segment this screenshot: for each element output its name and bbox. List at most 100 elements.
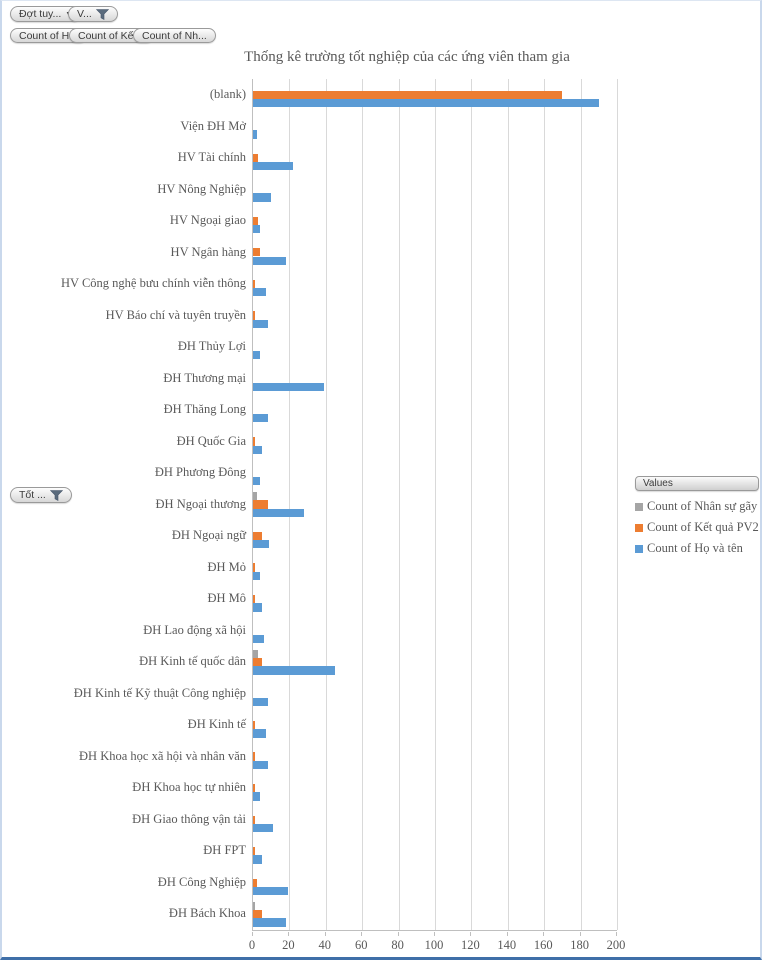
tick-mark xyxy=(616,932,617,936)
value-field-label: Count of H... xyxy=(19,29,78,42)
bar[interactable] xyxy=(253,437,255,446)
bar[interactable] xyxy=(253,279,255,289)
bar[interactable] xyxy=(253,477,261,486)
bar[interactable] xyxy=(253,815,255,824)
bar[interactable] xyxy=(253,886,288,896)
bar[interactable] xyxy=(253,414,268,423)
tick-mark xyxy=(288,932,290,936)
tick-mark xyxy=(361,932,363,936)
bar[interactable] xyxy=(253,855,263,864)
legend-field-label: Values xyxy=(643,478,673,489)
axis-field-label: Tốt ... xyxy=(19,489,46,501)
filter-button-dot-tuyen[interactable]: Đợt tuy... ▼ xyxy=(10,6,82,22)
category-label: ĐH Khoa học xã hội và nhân văn xyxy=(79,748,246,763)
value-field-button-count-of-ket[interactable]: Count of Kết... xyxy=(69,28,155,43)
bar[interactable] xyxy=(253,910,263,919)
bar[interactable] xyxy=(253,634,264,644)
category-label: ĐH Thăng Long xyxy=(163,402,246,417)
tick-mark xyxy=(397,932,399,936)
gridline xyxy=(435,79,436,930)
bar[interactable] xyxy=(253,248,261,257)
bar[interactable] xyxy=(253,351,261,360)
bar[interactable] xyxy=(253,792,261,801)
bar[interactable] xyxy=(253,508,304,517)
category-label: Viện ĐH Mở xyxy=(180,118,246,133)
bar[interactable] xyxy=(253,720,255,730)
category-label: ĐH Thương mại xyxy=(163,370,246,385)
value-field-button-count-of-h[interactable]: Count of H... xyxy=(10,28,87,43)
bar[interactable] xyxy=(253,224,261,234)
bar[interactable] xyxy=(253,823,274,833)
gridline xyxy=(544,79,546,930)
filter-button-label: Đợt tuy... xyxy=(19,8,62,20)
gridline xyxy=(325,79,327,930)
bar[interactable] xyxy=(253,847,255,856)
category-label: ĐH Lao động xã hội xyxy=(143,622,246,637)
bar[interactable] xyxy=(253,445,263,454)
category-label: HV Nông Nghiệp xyxy=(157,181,246,196)
bar[interactable] xyxy=(253,784,255,793)
bar[interactable] xyxy=(253,563,255,572)
bar[interactable] xyxy=(253,90,563,99)
category-label: HV Ngoại giao xyxy=(169,213,246,228)
bar[interactable] xyxy=(253,540,270,549)
legend-item[interactable]: Count of Kết quả PV2 xyxy=(635,517,760,538)
bar[interactable] xyxy=(253,311,255,320)
tick-label: 100 xyxy=(424,938,444,952)
bar[interactable] xyxy=(253,878,257,887)
bar[interactable] xyxy=(253,531,263,541)
axis-field-button-tot-nghiep[interactable]: Tốt ... xyxy=(10,487,72,503)
value-field-button-count-of-nh[interactable]: Count of Nh... xyxy=(133,28,216,43)
bar[interactable] xyxy=(253,500,268,509)
bar[interactable] xyxy=(253,760,268,770)
tick-mark xyxy=(543,932,545,936)
bar[interactable] xyxy=(253,594,255,604)
legend-label: Count of Nhân sự gãy xyxy=(647,499,758,513)
bar[interactable] xyxy=(253,901,255,911)
bar[interactable] xyxy=(253,130,257,139)
tick-label: 160 xyxy=(533,938,553,952)
legend-item[interactable]: Count of Nhân sự gãy xyxy=(635,496,760,517)
tick-mark xyxy=(324,932,326,936)
category-label: ĐH Kinh tế quốc dân xyxy=(139,654,246,669)
tick-label: 120 xyxy=(461,938,480,952)
tick-label: 20 xyxy=(282,938,295,952)
bar[interactable] xyxy=(253,492,257,501)
bar[interactable] xyxy=(253,666,335,675)
bar[interactable] xyxy=(253,161,294,171)
category-label: ĐH Kinh tế Kỹ thuật Công nghiệp xyxy=(73,685,246,700)
gridline xyxy=(507,79,509,930)
value-axis: 0 20 40 60 80 100 120 140 160 180 200 xyxy=(249,932,625,956)
bar[interactable] xyxy=(253,918,286,927)
bar[interactable] xyxy=(253,571,261,580)
category-label: ĐH Quốc Gia xyxy=(176,433,246,448)
filter-button-v[interactable]: V... xyxy=(68,6,118,22)
bar[interactable] xyxy=(253,382,324,391)
bar[interactable] xyxy=(253,193,272,202)
bar[interactable] xyxy=(253,752,255,761)
bar[interactable] xyxy=(253,697,268,707)
category-axis-labels: (blank) Viện ĐH Mở HV Tài chính HV Nông Ngh… xyxy=(2,79,246,931)
bar[interactable] xyxy=(253,319,268,328)
category-label: ĐH Bách Khoa xyxy=(168,906,246,921)
category-label: HV Báo chí và tuyên truyền xyxy=(105,307,246,322)
legend-swatch xyxy=(635,544,643,553)
bar[interactable] xyxy=(253,98,599,108)
tick-label: 80 xyxy=(391,938,404,952)
bar[interactable] xyxy=(253,657,263,667)
bar[interactable] xyxy=(253,256,286,265)
tick-mark xyxy=(252,932,253,936)
legend-item[interactable]: Count of Họ và tên xyxy=(635,538,760,559)
plot-area xyxy=(252,79,618,931)
filter-button-label: V... xyxy=(77,8,92,20)
tick-label: 140 xyxy=(497,938,517,952)
bar[interactable] xyxy=(253,153,259,162)
legend-items: Count of Nhân sự gãy Count of Kết quả PV2… xyxy=(635,496,760,559)
bar[interactable] xyxy=(253,729,266,738)
legend-field-button-values[interactable]: Values xyxy=(635,476,759,491)
bar[interactable] xyxy=(253,288,266,297)
bar[interactable] xyxy=(253,649,259,658)
bar[interactable] xyxy=(253,216,259,225)
category-label: ĐH Kinh tế xyxy=(187,717,246,732)
bar[interactable] xyxy=(253,603,263,612)
